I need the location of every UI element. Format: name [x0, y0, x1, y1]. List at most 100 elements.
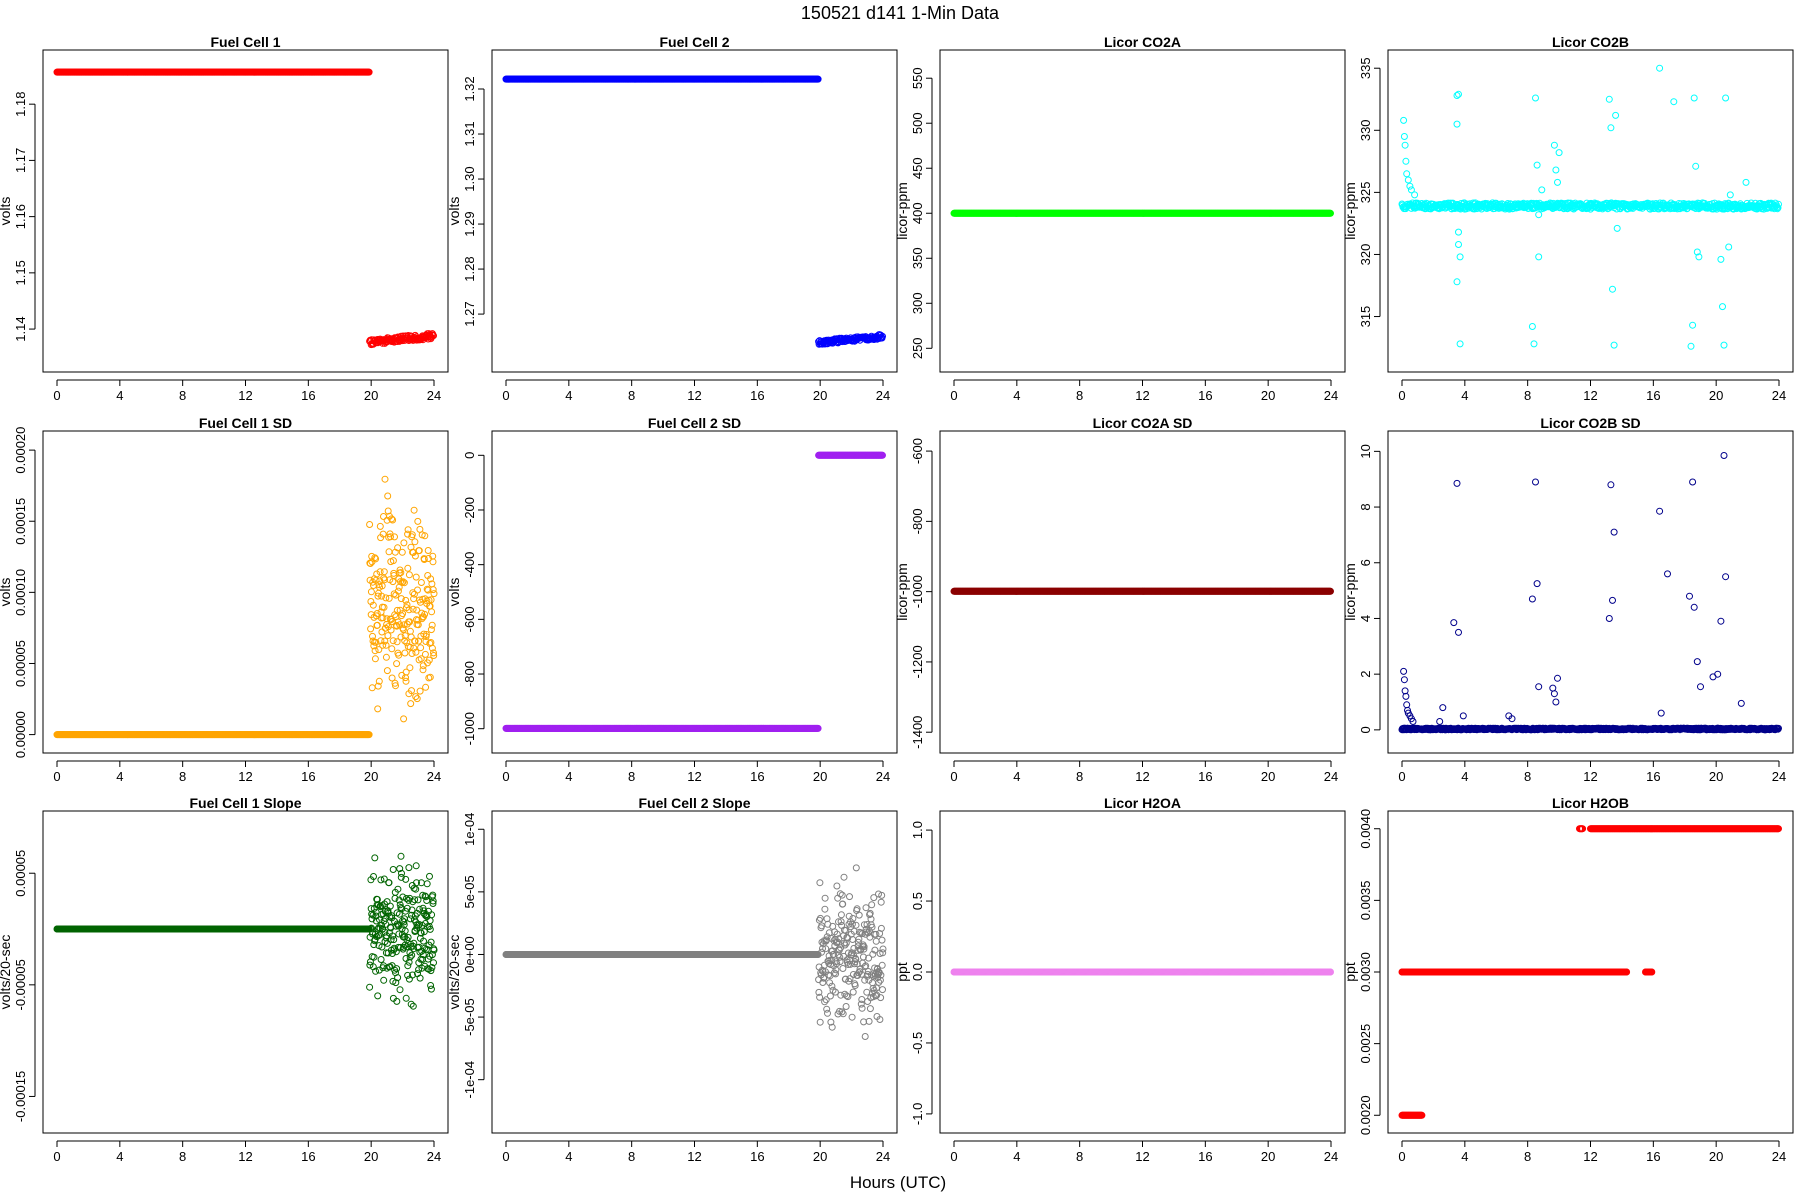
data-point — [1552, 166, 1560, 174]
data-point — [1453, 278, 1461, 286]
data-points — [502, 75, 886, 348]
data-point — [416, 687, 424, 695]
panel-title: Fuel Cell 2 — [659, 34, 729, 50]
x-tick-label: 4 — [116, 388, 123, 403]
data-point — [365, 68, 373, 76]
y-tick-label: 1.30 — [462, 166, 477, 191]
data-point — [388, 645, 396, 653]
data-point — [1402, 157, 1410, 165]
x-tick-label: 4 — [1013, 769, 1020, 784]
data-point — [1717, 255, 1725, 263]
y-tick-label: 1.27 — [462, 301, 477, 326]
y-tick-label: 250 — [910, 337, 925, 359]
y-tick-label: -600 — [462, 606, 477, 632]
data-point — [384, 492, 392, 500]
y-tick-label: 0.00015 — [13, 498, 28, 545]
data-point — [398, 548, 406, 556]
data-point — [368, 684, 376, 692]
y-tick-label: 320 — [1358, 244, 1373, 266]
x-tick-label: 16 — [1646, 388, 1660, 403]
y-tick-label: 0.00005 — [13, 640, 28, 687]
panel-fuel-cell-1: Fuel Cell 10 4 8 12 16 20 241.141.151.161.171.… — [0, 34, 449, 403]
y-tick-label: 325 — [1358, 182, 1373, 204]
data-point — [1670, 98, 1678, 106]
y-axis-label: volts — [446, 578, 462, 607]
data-point — [389, 637, 397, 645]
x-tick-label: 4 — [565, 769, 572, 784]
data-point — [371, 655, 379, 663]
data-point — [1535, 211, 1543, 219]
y-tick-label: 315 — [1358, 306, 1373, 328]
x-tick-label: 16 — [750, 769, 764, 784]
data-point — [382, 653, 390, 661]
data-point — [1403, 170, 1411, 178]
x-tick-label: 8 — [628, 388, 635, 403]
data-point — [1605, 95, 1613, 103]
data-point — [1607, 124, 1615, 132]
data-point — [395, 651, 403, 659]
x-tick-label: 20 — [364, 388, 378, 403]
panel-title: Licor CO2B — [1552, 34, 1629, 50]
y-tick-label: 0.00000 — [13, 711, 28, 758]
x-tick-label: 8 — [628, 769, 635, 784]
panel-title: Fuel Cell 1 — [210, 34, 280, 50]
data-point — [428, 608, 436, 616]
x-tick-label: 24 — [1772, 388, 1786, 403]
data-point — [406, 664, 414, 672]
data-point — [380, 568, 388, 576]
data-point — [1455, 241, 1462, 248]
y-axis-label: volts — [0, 197, 13, 226]
y-axis-label: licor-ppm — [894, 563, 910, 621]
data-point — [1535, 253, 1543, 261]
data-point — [405, 571, 413, 579]
x-tick-label: 8 — [1524, 388, 1531, 403]
data-point — [1538, 186, 1546, 194]
x-tick-label: 12 — [1135, 388, 1149, 403]
x-tick-label: 16 — [301, 388, 315, 403]
panel-fuel-cell-2: Fuel Cell 20 4 8 12 16 20 241.271.281.291.301.… — [446, 34, 898, 403]
x-tick-label: 16 — [750, 388, 764, 403]
x-tick-label: 12 — [238, 769, 252, 784]
y-tick-label: 0 — [462, 452, 477, 459]
data-point — [1411, 191, 1419, 199]
panel-title: Licor CO2A — [1104, 34, 1181, 50]
x-tick-label: 0 — [53, 388, 60, 403]
data-point — [404, 564, 412, 572]
data-point — [367, 625, 375, 633]
data-point — [410, 506, 418, 514]
x-tick-label: 20 — [1261, 769, 1275, 784]
data-point — [1400, 133, 1408, 140]
x-tick-label: 0 — [502, 388, 509, 403]
x-tick-label: 8 — [179, 388, 186, 403]
data-point — [1532, 94, 1539, 102]
panel-licor-co2a-sd: Licor CO2A SD0 4 8 12 16 20 24-1400-1200-1000-… — [894, 415, 1346, 784]
y-tick-label: -800 — [462, 661, 477, 687]
y-tick-label: 450 — [910, 157, 925, 179]
data-points — [950, 209, 1334, 217]
data-point — [424, 547, 432, 554]
y-tick-label: 1.18 — [13, 92, 28, 117]
data-point — [1550, 141, 1558, 149]
data-point — [417, 579, 425, 586]
data-point — [401, 649, 409, 657]
panel-title: Fuel Cell 1 SD — [199, 415, 292, 431]
data-point — [374, 705, 382, 713]
data-point — [422, 683, 430, 691]
data-point — [1455, 228, 1462, 236]
data-point — [391, 533, 398, 541]
data-point — [406, 627, 414, 635]
data-point — [1742, 178, 1750, 186]
y-tick-label: -400 — [462, 552, 477, 578]
data-point — [378, 628, 386, 636]
data-point — [1555, 149, 1563, 157]
y-tick-label: 1.32 — [462, 76, 477, 101]
x-tick-label: 12 — [687, 388, 701, 403]
data-point — [1725, 243, 1733, 251]
x-tick-label: 0 — [1398, 388, 1405, 403]
y-tick-label: 300 — [910, 292, 925, 314]
data-points — [502, 451, 886, 732]
data-point — [397, 633, 405, 641]
panel-fuel-cell-2-sd: Fuel Cell 2 SD0 4 8 12 16 20 24-1000-800-600-4… — [446, 415, 898, 784]
y-tick-label: -1200 — [910, 645, 925, 678]
